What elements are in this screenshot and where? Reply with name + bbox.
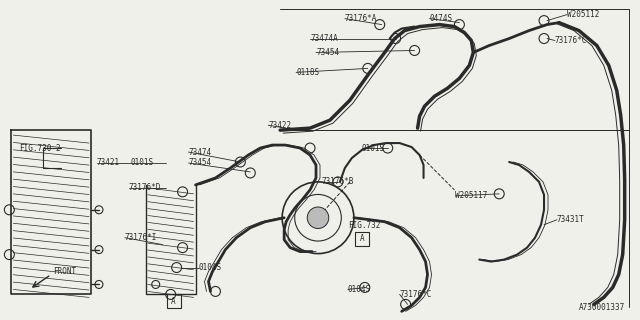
Bar xyxy=(355,232,369,246)
Text: A: A xyxy=(172,297,176,306)
Text: 73431T: 73431T xyxy=(557,215,585,224)
Text: A: A xyxy=(360,234,364,243)
Circle shape xyxy=(307,207,329,228)
Text: 73454: 73454 xyxy=(316,48,339,57)
Text: 73422: 73422 xyxy=(268,121,291,130)
Text: 0474S: 0474S xyxy=(429,14,452,23)
Text: FIG.730-2: FIG.730-2 xyxy=(19,144,61,153)
Text: 73474: 73474 xyxy=(189,148,212,156)
Text: 73176*C: 73176*C xyxy=(555,36,588,45)
Text: 0118S: 0118S xyxy=(296,68,319,77)
Text: 73176*D: 73176*D xyxy=(129,183,161,192)
Text: 73454: 73454 xyxy=(189,158,212,167)
Text: 0101S: 0101S xyxy=(362,144,385,153)
Text: FIG.732: FIG.732 xyxy=(348,221,380,230)
Text: 73176*A: 73176*A xyxy=(345,14,377,23)
Text: 73474A: 73474A xyxy=(310,34,338,43)
Text: 73176*B: 73176*B xyxy=(322,177,355,187)
Text: 0101S: 0101S xyxy=(131,158,154,167)
Text: 73421: 73421 xyxy=(97,158,120,167)
Text: 0104S: 0104S xyxy=(198,263,221,272)
Text: W205112: W205112 xyxy=(567,10,599,19)
Text: 73176*C: 73176*C xyxy=(399,290,432,299)
Text: 0104S: 0104S xyxy=(348,285,371,294)
Text: FRONT: FRONT xyxy=(53,267,76,276)
Text: A730001337: A730001337 xyxy=(579,303,625,312)
Text: W205117: W205117 xyxy=(456,191,488,200)
Bar xyxy=(166,294,180,308)
Text: 73176*I: 73176*I xyxy=(125,233,157,242)
